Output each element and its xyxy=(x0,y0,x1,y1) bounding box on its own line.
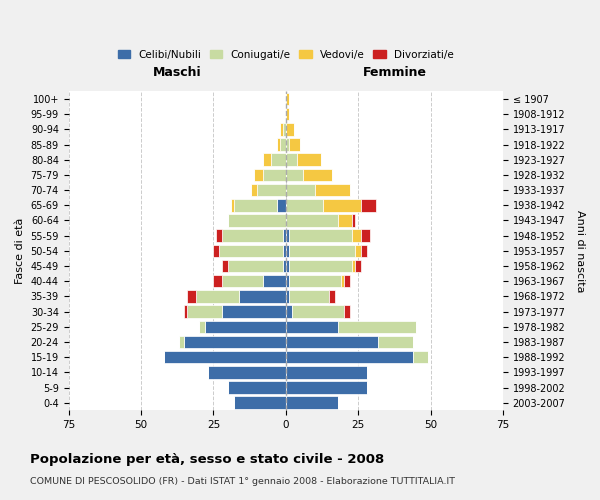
Bar xyxy=(286,366,367,378)
Bar xyxy=(263,275,286,287)
Bar xyxy=(286,290,289,302)
Bar xyxy=(286,306,292,318)
Bar xyxy=(286,230,289,242)
Bar xyxy=(286,93,289,105)
Bar xyxy=(341,275,344,287)
Bar xyxy=(298,154,320,166)
Bar xyxy=(222,260,228,272)
Bar xyxy=(277,199,286,211)
Bar xyxy=(277,138,280,151)
Bar xyxy=(352,230,361,242)
Bar xyxy=(286,168,303,181)
Text: Popolazione per età, sesso e stato civile - 2008: Popolazione per età, sesso e stato civil… xyxy=(30,452,384,466)
Bar xyxy=(251,184,257,196)
Bar xyxy=(179,336,184,348)
Bar xyxy=(286,396,338,409)
Bar xyxy=(187,290,196,302)
Bar xyxy=(222,275,263,287)
Bar xyxy=(379,336,413,348)
Bar xyxy=(196,290,239,302)
Bar xyxy=(361,230,370,242)
Bar xyxy=(283,230,286,242)
Bar xyxy=(289,290,329,302)
Y-axis label: Anni di nascita: Anni di nascita xyxy=(575,210,585,292)
Bar xyxy=(283,260,286,272)
Bar xyxy=(352,214,355,226)
Bar xyxy=(228,260,283,272)
Bar xyxy=(289,138,300,151)
Bar xyxy=(286,336,379,348)
Bar xyxy=(289,244,355,257)
Bar xyxy=(286,138,289,151)
Bar xyxy=(222,306,286,318)
Bar xyxy=(292,306,344,318)
Bar xyxy=(257,184,286,196)
Bar xyxy=(289,260,352,272)
Bar xyxy=(222,230,283,242)
Bar xyxy=(214,244,219,257)
Bar xyxy=(280,123,283,136)
Bar xyxy=(355,244,361,257)
Bar xyxy=(280,138,286,151)
Bar xyxy=(214,275,222,287)
Bar xyxy=(208,366,286,378)
Bar xyxy=(352,260,355,272)
Bar xyxy=(228,214,286,226)
Bar xyxy=(286,260,289,272)
Bar xyxy=(286,275,289,287)
Bar xyxy=(205,320,286,333)
Text: Maschi: Maschi xyxy=(153,66,202,78)
Bar xyxy=(263,154,271,166)
Bar xyxy=(286,123,295,136)
Bar xyxy=(233,199,277,211)
Bar xyxy=(254,168,263,181)
Bar xyxy=(184,306,187,318)
Text: Femmine: Femmine xyxy=(362,66,427,78)
Bar xyxy=(219,244,283,257)
Bar xyxy=(184,336,286,348)
Bar xyxy=(361,199,376,211)
Bar xyxy=(286,214,338,226)
Bar xyxy=(164,351,286,364)
Bar xyxy=(286,184,315,196)
Bar xyxy=(187,306,222,318)
Bar xyxy=(289,275,341,287)
Bar xyxy=(338,320,416,333)
Y-axis label: Fasce di età: Fasce di età xyxy=(15,218,25,284)
Bar xyxy=(233,396,286,409)
Bar xyxy=(283,123,286,136)
Bar xyxy=(413,351,428,364)
Bar xyxy=(283,244,286,257)
Bar xyxy=(286,154,298,166)
Text: COMUNE DI PESCOSOLIDO (FR) - Dati ISTAT 1° gennaio 2008 - Elaborazione TUTTITALI: COMUNE DI PESCOSOLIDO (FR) - Dati ISTAT … xyxy=(30,478,455,486)
Bar xyxy=(263,168,286,181)
Bar xyxy=(239,290,286,302)
Bar xyxy=(338,214,352,226)
Legend: Celibi/Nubili, Coniugati/e, Vedovi/e, Divorziati/e: Celibi/Nubili, Coniugati/e, Vedovi/e, Di… xyxy=(114,46,458,64)
Bar xyxy=(286,244,289,257)
Bar xyxy=(355,260,361,272)
Bar xyxy=(271,154,286,166)
Bar xyxy=(289,230,352,242)
Bar xyxy=(303,168,332,181)
Bar xyxy=(344,275,350,287)
Bar xyxy=(344,306,350,318)
Bar xyxy=(286,199,323,211)
Bar xyxy=(286,320,338,333)
Bar xyxy=(228,382,286,394)
Bar xyxy=(231,199,233,211)
Bar xyxy=(315,184,350,196)
Bar xyxy=(286,108,289,120)
Bar xyxy=(323,199,361,211)
Bar xyxy=(329,290,335,302)
Bar xyxy=(286,351,413,364)
Bar xyxy=(286,382,367,394)
Bar xyxy=(217,230,222,242)
Bar xyxy=(361,244,367,257)
Bar xyxy=(199,320,205,333)
